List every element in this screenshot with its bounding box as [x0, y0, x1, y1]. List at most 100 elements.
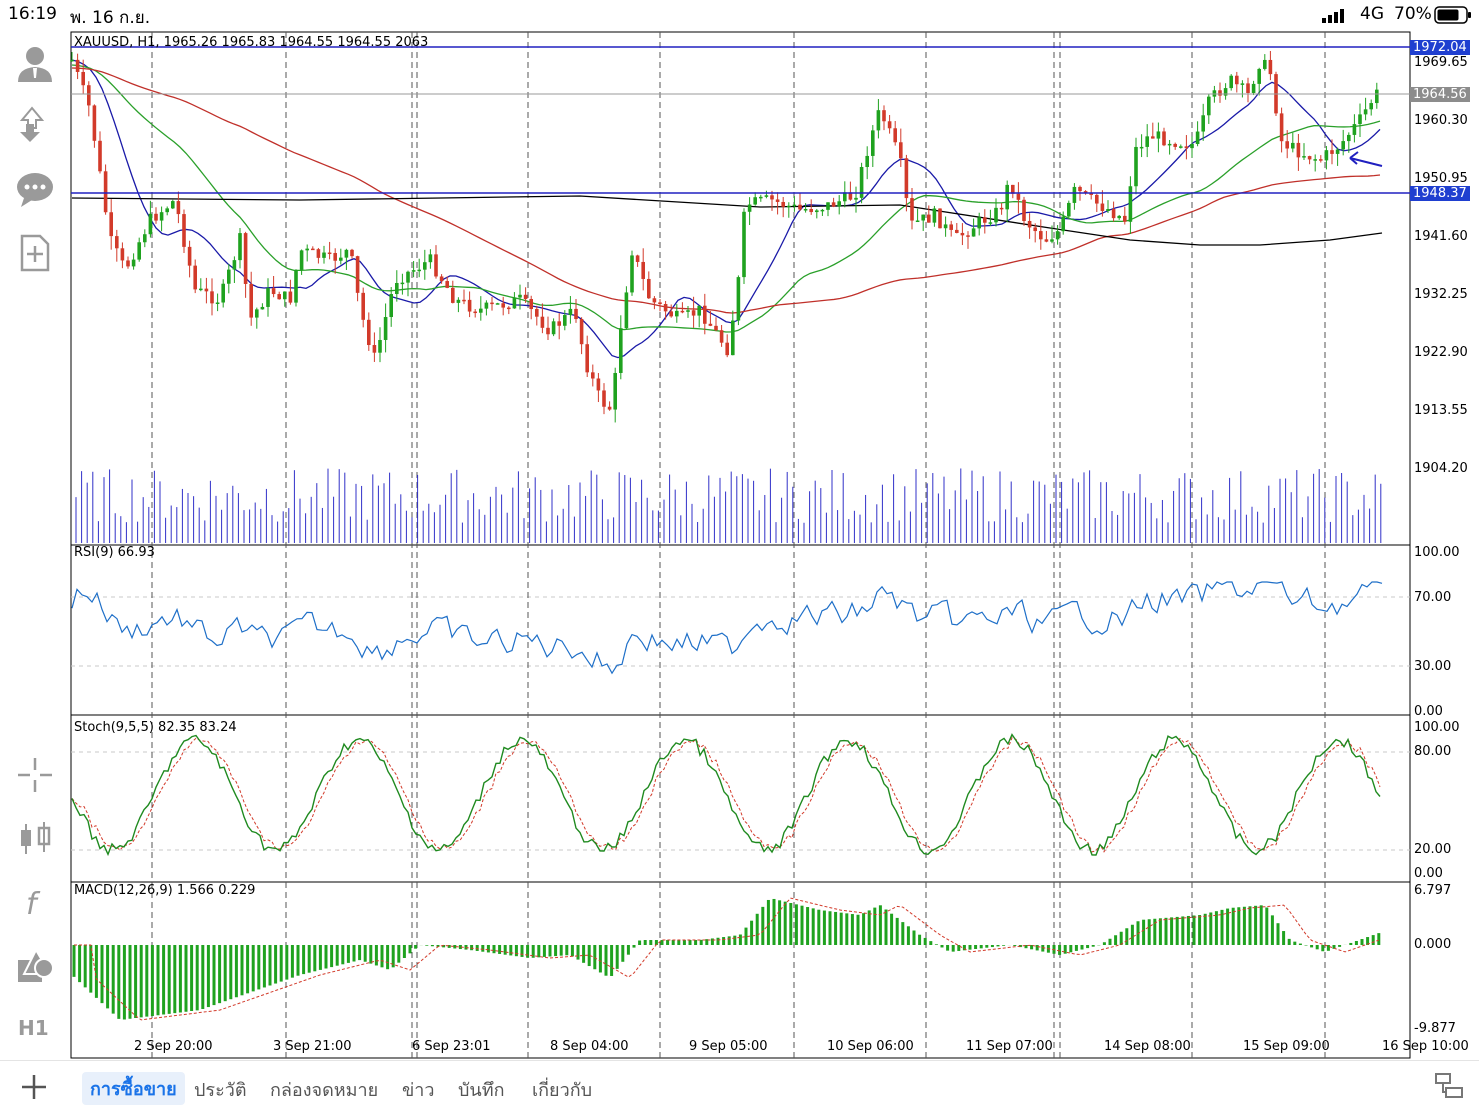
candle-body	[507, 307, 511, 310]
candle-body	[182, 214, 186, 247]
candle-body	[456, 299, 461, 303]
candle-body	[148, 213, 153, 235]
indicators-icon[interactable]: f	[14, 882, 56, 924]
candle-body	[574, 308, 578, 320]
new-document-icon[interactable]	[14, 232, 56, 274]
candle-body	[568, 308, 573, 316]
tab-about[interactable]: เกี่ยวกับ	[532, 1080, 593, 1101]
bottom-tab-bar: การซื้อขาย ประวัติ กล่องจดหมาย ข่าว บันท…	[0, 1060, 1479, 1110]
candle-body	[1375, 89, 1379, 104]
candle-body	[1156, 131, 1161, 139]
candle-body	[781, 201, 785, 207]
candle-body	[1358, 114, 1362, 125]
candle-body	[1083, 191, 1088, 193]
candle-body	[1352, 124, 1357, 135]
macd-axis-label: -9.877	[1414, 1021, 1456, 1036]
price-axis-label: 1922.90	[1414, 345, 1468, 360]
candle-body	[277, 294, 281, 300]
candle-body	[311, 248, 315, 251]
candle-body	[143, 234, 147, 243]
chart-type-icon[interactable]	[14, 818, 56, 860]
candle-body	[372, 345, 377, 353]
candle-body	[764, 195, 769, 197]
candle-body	[686, 310, 690, 312]
tab-news[interactable]: ข่าว	[402, 1080, 435, 1101]
price-axis-label: 1904.20	[1414, 461, 1468, 476]
tab-history[interactable]: ประวัติ	[194, 1080, 247, 1101]
tab-mailbox[interactable]: กล่องจดหมาย	[270, 1080, 379, 1101]
candle-body	[484, 302, 489, 309]
candle-body	[367, 319, 371, 346]
candle-body	[691, 310, 696, 316]
candle-body	[1095, 194, 1099, 204]
add-icon[interactable]	[20, 1073, 48, 1101]
candle-body	[966, 235, 970, 237]
candle-body	[378, 339, 382, 353]
candle-body	[467, 299, 472, 312]
candle-body	[831, 202, 836, 207]
candle-body	[703, 305, 707, 324]
rsi-axis-label: 0.00	[1414, 704, 1443, 719]
timeframe-button[interactable]: H1	[18, 1016, 49, 1040]
layout-icon[interactable]	[1434, 1071, 1464, 1101]
candle-body	[232, 260, 237, 270]
candle-body	[971, 228, 976, 237]
candle-body	[495, 303, 500, 305]
candle-body	[238, 233, 242, 261]
chat-icon[interactable]	[14, 168, 56, 210]
candle-body	[927, 214, 931, 223]
trade-icon[interactable]	[14, 102, 56, 144]
candle-body	[165, 208, 169, 213]
time-axis-label: 6 Sep 23:01	[412, 1039, 491, 1054]
candle-body	[400, 282, 405, 285]
candle-body	[1369, 103, 1373, 110]
candle-body	[999, 207, 1004, 210]
candle-body	[792, 204, 797, 207]
candle-body	[1078, 186, 1082, 192]
ma-long-line	[71, 195, 1383, 246]
candle-body	[75, 59, 80, 72]
tab-journal[interactable]: บันทึก	[458, 1080, 505, 1101]
candle-body	[591, 372, 595, 379]
candle-body	[187, 246, 192, 266]
objects-icon[interactable]	[14, 946, 56, 988]
candle-body	[1335, 149, 1340, 154]
candle-body	[1291, 142, 1295, 149]
candle-body	[1307, 156, 1312, 160]
candle-body	[680, 310, 685, 313]
candle-body	[501, 303, 505, 308]
candle-body	[675, 310, 679, 317]
account-icon[interactable]	[14, 42, 56, 84]
candle-body	[742, 211, 746, 278]
candle-body	[1072, 186, 1077, 203]
candle-body	[1184, 146, 1189, 149]
candle-body	[809, 209, 813, 213]
candle-body	[708, 323, 713, 326]
candle-body	[820, 209, 825, 212]
candle-body	[1061, 216, 1065, 232]
candle-body	[255, 309, 259, 318]
candle-body	[1145, 136, 1149, 147]
time-axis-label: 16 Sep 10:00	[1382, 1039, 1469, 1054]
candle-body	[1341, 141, 1345, 150]
candle-body	[725, 342, 729, 356]
time-axis-label: 9 Sep 05:00	[689, 1039, 768, 1054]
candle-body	[193, 265, 197, 290]
candle-body	[103, 171, 108, 213]
candle-body	[837, 201, 841, 207]
candle-body	[411, 270, 416, 272]
candle-body	[1319, 159, 1323, 161]
candle-body	[1027, 220, 1032, 228]
candle-body	[899, 142, 903, 159]
tab-trade[interactable]: การซื้อขาย	[82, 1072, 185, 1105]
candle-body	[361, 292, 365, 320]
crosshair-icon[interactable]	[14, 754, 56, 796]
candle-body	[70, 59, 74, 62]
candle-body	[1067, 202, 1071, 217]
status-time: 16:19	[8, 4, 57, 24]
candle-body	[630, 255, 634, 293]
candle-body	[1050, 239, 1054, 242]
arrow-annotation	[1349, 151, 1383, 167]
candle-body	[658, 302, 662, 304]
